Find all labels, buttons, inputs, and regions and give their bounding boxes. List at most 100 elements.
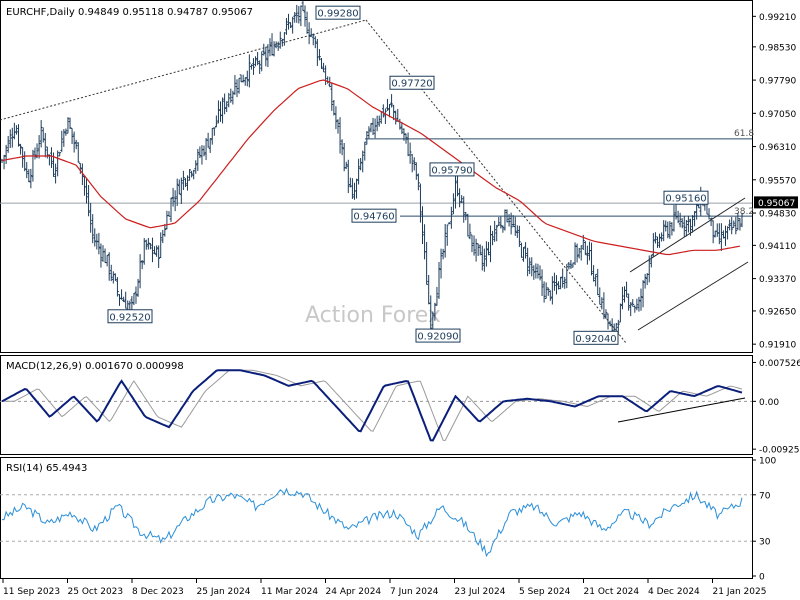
ohlc-bar <box>528 257 532 275</box>
ohlc-bar <box>15 125 18 135</box>
ohlc-bar <box>684 219 688 237</box>
ohlc-bar <box>177 179 181 195</box>
ohlc-bar <box>503 209 507 231</box>
ohlc-bar <box>427 274 431 305</box>
long-term-trendline <box>0 19 367 121</box>
ohlc-bar <box>730 217 734 235</box>
ohlc-bar <box>414 162 418 180</box>
ohlc-bar <box>559 276 563 290</box>
ohlc-bar <box>227 92 231 108</box>
price-annotation-label: 0.99280 <box>317 9 358 20</box>
ohlc-bar <box>511 215 515 228</box>
price-panel-frame <box>0 0 753 353</box>
ohlc-bar <box>344 161 348 169</box>
ohlc-bar <box>159 232 163 258</box>
ohlc-bar <box>171 187 175 207</box>
ohlc-bar <box>478 244 482 256</box>
ohlc-bar <box>276 41 280 51</box>
ohlc-bar <box>50 147 53 168</box>
ohlc-bar <box>363 141 367 161</box>
ohlc-bar <box>371 117 375 136</box>
ohlc-bar <box>278 31 282 49</box>
ohlc-bar <box>151 237 154 263</box>
ohlc-bar <box>175 178 179 206</box>
ohlc-bar <box>437 262 441 299</box>
ohlc-bar <box>680 218 684 229</box>
ohlc-bar <box>635 298 639 311</box>
ohlc-bar <box>78 162 82 174</box>
ohlc-bar <box>208 138 212 153</box>
ohlc-bar <box>132 292 136 306</box>
price-annotation: 0.97720 <box>389 75 435 90</box>
rsi-line <box>2 487 743 558</box>
ohlc-bar <box>144 239 148 250</box>
ohlc-bar <box>4 144 8 164</box>
price-tick-label: 0.93370 <box>759 275 796 285</box>
ohlc-bar <box>447 222 451 225</box>
ohlc-bar <box>656 236 659 248</box>
ohlc-bar <box>647 255 651 283</box>
ohlc-bar <box>596 268 600 296</box>
ohlc-bar <box>206 132 210 148</box>
ohlc-bar <box>421 206 424 245</box>
ohlc-bar <box>340 139 344 156</box>
macd-panel-frame <box>0 355 753 455</box>
ohlc-bar <box>719 223 723 251</box>
ohlc-bar <box>268 38 272 57</box>
ohlc-bar <box>520 242 523 258</box>
ohlc-bar <box>188 169 191 181</box>
ohlc-bar <box>452 193 455 215</box>
price-annotation: 0.95160 <box>663 190 709 205</box>
price-tick-label: 0.98530 <box>759 43 796 53</box>
ohlc-bar <box>367 126 371 139</box>
ohlc-bar <box>97 232 101 255</box>
ohlc-bar <box>105 255 109 267</box>
ohlc-bar <box>309 28 313 37</box>
ohlc-bar <box>464 211 468 221</box>
ohlc-bar <box>497 216 501 226</box>
ohlc-bar <box>676 210 680 224</box>
ohlc-bar <box>505 209 509 223</box>
ohlc-bar <box>196 148 200 171</box>
ohlc-bar <box>388 104 391 118</box>
ohlc-bar <box>29 168 33 189</box>
ohlc-bar <box>732 220 736 229</box>
ohlc-bar <box>332 100 336 116</box>
ohlc-bar <box>149 243 152 250</box>
ohlc-bar <box>202 145 206 157</box>
ohlc-bar <box>19 143 22 155</box>
price-tick-label: 0.96310 <box>759 143 796 153</box>
ohlc-bar <box>264 46 268 67</box>
ohlc-bar <box>80 163 84 186</box>
ohlc-bar <box>715 223 719 237</box>
price-tick-label: 0.97050 <box>759 110 796 120</box>
ohlc-bar <box>31 149 35 182</box>
ohlc-bar <box>299 5 303 27</box>
ohlc-bar <box>70 127 74 144</box>
time-tick-label: 21 Jan 2025 <box>713 587 767 597</box>
ohlc-bar <box>258 60 262 74</box>
price-annotation-label: 0.92520 <box>109 312 150 323</box>
time-tick-label: 25 Oct 2023 <box>68 587 124 597</box>
ohlc-bar <box>482 248 486 272</box>
last-price-label: 0.95067 <box>758 199 795 209</box>
ohlc-bar <box>346 159 350 194</box>
ohlc-bar <box>295 4 299 23</box>
ohlc-bar <box>245 70 249 87</box>
ohlc-bar <box>709 217 713 227</box>
price-tick-label: 0.97790 <box>759 77 796 87</box>
ohlc-bar <box>56 150 60 177</box>
ohlc-bar <box>43 132 47 158</box>
price-tick-label: 0.94110 <box>759 242 796 252</box>
ohlc-bar <box>217 100 220 124</box>
ohlc-bar <box>68 117 72 129</box>
ohlc-bar <box>501 225 505 233</box>
ohlc-bar <box>400 121 404 135</box>
ohlc-bar <box>711 220 715 244</box>
ohlc-bar <box>534 263 538 279</box>
ohlc-bar <box>291 16 295 34</box>
ohlc-bar <box>726 226 729 240</box>
price-layer: 61.8 38.2 0.99280 0.97720 0.95790 0.95160 0.94… <box>0 0 754 345</box>
ohlc-bar <box>443 223 447 258</box>
ohlc-bar <box>235 79 239 98</box>
